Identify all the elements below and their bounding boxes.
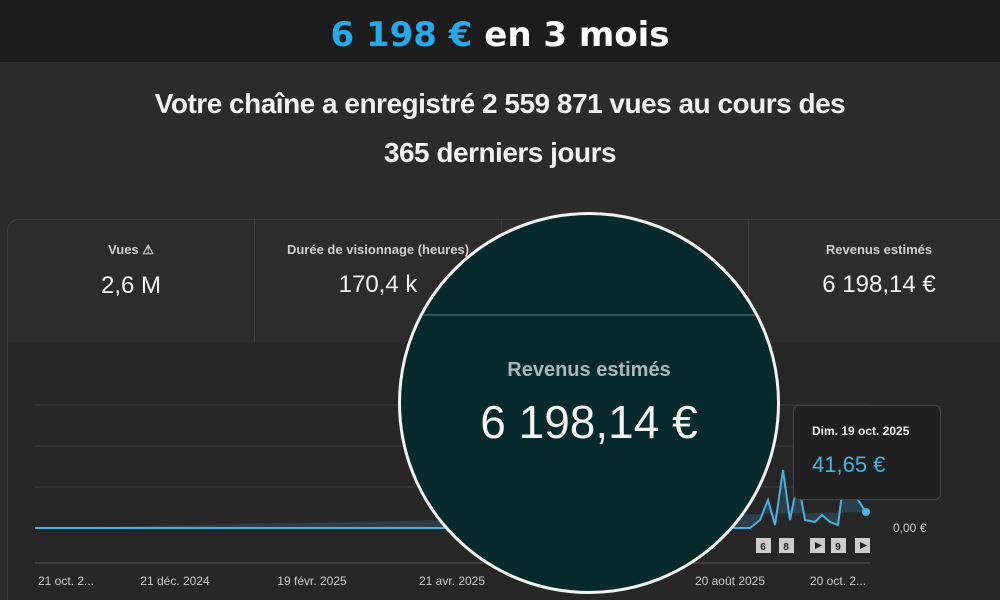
metric-value: 6 198,14 € bbox=[822, 271, 936, 298]
hover-point bbox=[862, 508, 870, 516]
badges: 6 8 9 bbox=[756, 538, 870, 553]
banner: 6 198 € en 3 mois bbox=[0, 0, 1000, 62]
magnified-value: 6 198,14 € bbox=[480, 396, 698, 448]
badge: 8 bbox=[783, 542, 789, 553]
metric-tab[interactable]: Revenus estimés 6 198,14 € bbox=[749, 220, 1000, 342]
banner-period: en 3 mois bbox=[484, 15, 670, 55]
tooltip-date: Dim. 19 oct. 2025 bbox=[812, 424, 910, 438]
divider bbox=[401, 314, 777, 316]
metric-label: Durée de visionnage (heures) bbox=[286, 242, 470, 257]
tooltip-value: 41,65 € bbox=[812, 452, 886, 477]
y-tick-label: 0,00 € bbox=[893, 521, 927, 535]
metric-tab[interactable]: Vues ⚠ 2,6 M bbox=[8, 220, 255, 342]
x-tick-label: 21 avr. 2025 bbox=[419, 574, 485, 588]
metric-label: Revenus estimés bbox=[825, 242, 933, 257]
x-tick-label: 19 févr. 2025 bbox=[277, 574, 347, 588]
badge: 6 bbox=[760, 542, 766, 553]
headline: Votre chaîne a enregistré 2 559 871 vues… bbox=[154, 88, 846, 119]
metric-value: 170,4 k bbox=[338, 271, 418, 298]
tooltip: Dim. 19 oct. 2025 41,65 € bbox=[793, 405, 941, 500]
headline: 365 derniers jours bbox=[383, 137, 617, 168]
badge: 9 bbox=[835, 542, 841, 553]
magnified-label: Revenus estimés bbox=[507, 359, 671, 381]
x-tick-label: 21 déc. 2024 bbox=[140, 574, 210, 588]
metric-value: 2,6 M bbox=[100, 272, 162, 299]
banner-amount: 6 198 € bbox=[330, 15, 473, 55]
x-tick-label: 21 oct. 2... bbox=[38, 574, 94, 588]
magnifier: Revenus estimés 6 198,14 € bbox=[398, 212, 780, 594]
x-tick-label: 20 août 2025 bbox=[695, 574, 765, 588]
metric-label-text: Vues bbox=[108, 242, 139, 257]
metric-label: Vues ⚠ bbox=[108, 242, 154, 257]
x-tick-label: 20 oct. 2... bbox=[810, 574, 866, 588]
x-axis: 21 oct. 2... 21 déc. 2024 19 févr. 2025 … bbox=[38, 574, 866, 588]
